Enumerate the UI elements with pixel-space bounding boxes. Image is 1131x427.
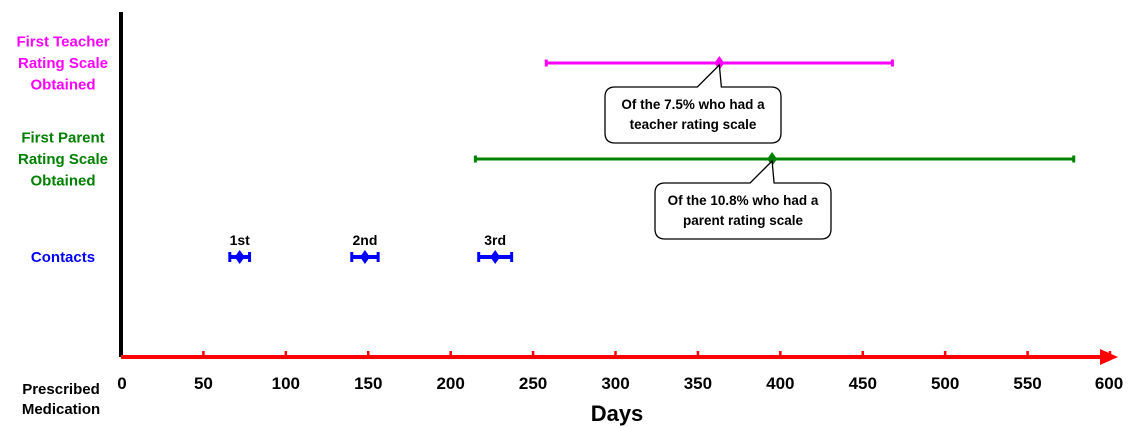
data-point-marker [767, 152, 778, 166]
data-point-marker [234, 250, 245, 264]
data-point-marker [490, 250, 501, 264]
row-label-line: Rating Scale [18, 151, 108, 168]
callout-bubble [604, 63, 782, 144]
x-tick-label: 200 [436, 374, 464, 393]
x-tick-label: 600 [1095, 374, 1123, 393]
x-tick-label: 150 [354, 374, 382, 393]
callout-text-line: Of the 10.8% who had a [668, 193, 819, 208]
x-tick-label: 350 [684, 374, 712, 393]
callout-text-line: parent rating scale [683, 213, 804, 228]
x-tick-label: 400 [766, 374, 794, 393]
contact-point-label: 3rd [484, 232, 506, 248]
data-point-marker [714, 56, 725, 70]
contact-point-label: 1st [230, 232, 251, 248]
callout-bubble [654, 159, 832, 240]
callout-text-line: teacher rating scale [630, 117, 757, 132]
x-tick-label: 50 [194, 374, 213, 393]
callout-text-line: Of the 7.5% who had a [621, 97, 765, 112]
x-axis-title: Days [591, 401, 644, 426]
x-tick-label: 250 [519, 374, 547, 393]
x-tick-label: 450 [849, 374, 877, 393]
row-label-line: Contacts [31, 249, 95, 266]
x-tick-label: 550 [1013, 374, 1041, 393]
origin-label-line: Medication [22, 401, 100, 418]
row-label-line: Obtained [30, 77, 95, 94]
row-label-line: Obtained [30, 173, 95, 190]
x-tick-label: 300 [601, 374, 629, 393]
contact-point-label: 2nd [353, 232, 378, 248]
origin-label-line: Prescribed [22, 381, 100, 398]
row-label-line: Rating Scale [18, 55, 108, 72]
x-tick-label: 0 [117, 374, 126, 393]
row-label-line: First Parent [21, 130, 104, 147]
row-label-line: First Teacher [16, 34, 109, 51]
data-point-marker [359, 250, 370, 264]
x-tick-label: 100 [272, 374, 300, 393]
x-tick-label: 500 [931, 374, 959, 393]
